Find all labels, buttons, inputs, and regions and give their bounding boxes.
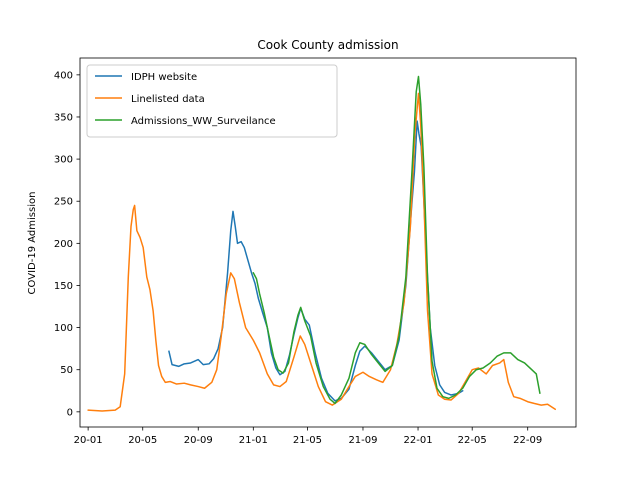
y-tick-label-4: 150 xyxy=(54,281,73,292)
y-tick-label-8: 350 xyxy=(54,112,73,123)
y-tick-label-5: 200 xyxy=(54,239,73,250)
series-layer xyxy=(87,75,556,412)
x-axis: 20-01 20-05 20-09 21-01 21-05 21-09 22-01 22-05… xyxy=(74,427,542,446)
x-tick-label-3: 20-09 xyxy=(184,435,213,446)
y-axis: 0 50 100 150 200 250 300 350 400 xyxy=(54,70,80,418)
series-line-3 xyxy=(252,75,541,405)
x-tick-label-5: 21-05 xyxy=(293,435,322,446)
legend-box xyxy=(86,64,338,138)
x-tick-label-8: 22-05 xyxy=(458,435,487,446)
y-tick-label-3: 100 xyxy=(54,323,73,334)
chart-title: Cook County admission xyxy=(257,38,398,52)
legend-label-3: Admissions_WW_Surveilance xyxy=(131,116,276,127)
x-tick-label-6: 21-09 xyxy=(348,435,377,446)
plot-frame xyxy=(79,57,577,428)
legend: IDPH website Linelisted data Admissions_WW… xyxy=(86,64,338,138)
y-tick-label-9: 400 xyxy=(54,70,73,81)
x-tick-label-1: 20-01 xyxy=(74,435,103,446)
y-tick-label-2: 50 xyxy=(60,365,73,376)
y-axis-label: COVID-19 Admission xyxy=(27,192,38,295)
series-line-2 xyxy=(87,92,556,412)
y-tick-label-7: 300 xyxy=(54,155,73,166)
legend-label-2: Linelisted data xyxy=(131,94,205,105)
x-tick-label-7: 22-01 xyxy=(404,435,433,446)
legend-label-1: IDPH website xyxy=(131,72,197,83)
y-tick-label-1: 0 xyxy=(67,407,73,418)
x-tick-label-9: 22-09 xyxy=(513,435,542,446)
y-tick-label-6: 250 xyxy=(54,197,73,208)
x-tick-label-4: 21-01 xyxy=(239,435,268,446)
x-tick-label-2: 20-05 xyxy=(128,435,157,446)
